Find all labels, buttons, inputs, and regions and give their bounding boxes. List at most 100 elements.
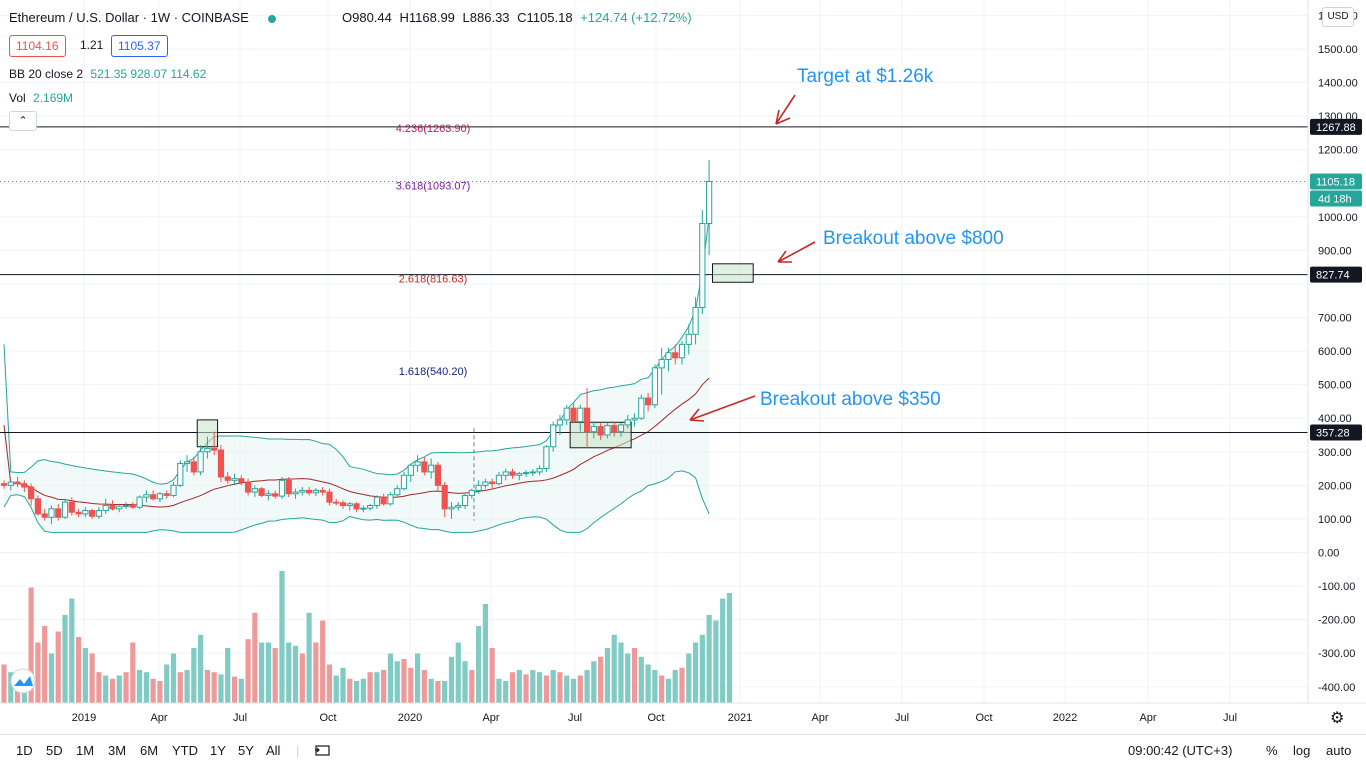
timeframe-1d[interactable]: 1D (16, 743, 33, 758)
consolidation-box (712, 263, 754, 283)
candle-body (326, 491, 333, 503)
candle-body (0, 483, 8, 486)
candle-body (529, 471, 536, 474)
volume-bar (96, 672, 102, 703)
volume-legend[interactable]: Vol 2.169M (9, 91, 73, 105)
candle-body (706, 180, 713, 225)
candle-body (577, 407, 584, 423)
candle-body (339, 502, 347, 507)
x-tick-label: Apr (811, 712, 828, 724)
candle-body (312, 489, 319, 494)
volume-bar (537, 672, 543, 703)
timeframe-1m[interactable]: 1M (76, 743, 95, 758)
ohlc-open: O980.44 (342, 10, 392, 25)
bollinger-basis (3, 377, 710, 508)
y-tick-label: 500.00 (1318, 380, 1352, 392)
y-tick-label: 700.00 (1318, 313, 1352, 325)
ohlc-readout: O980.44 H1168.99 L886.33 C1105.18 +124.7… (338, 10, 692, 25)
candle-body (678, 343, 686, 359)
timeframe-3m[interactable]: 3M (108, 743, 127, 758)
collapse-legend-button[interactable]: ⌃ (9, 111, 37, 131)
candle-body (278, 479, 286, 497)
volume-bar (82, 648, 88, 703)
candle-body (21, 483, 28, 488)
candle-body (163, 493, 170, 496)
candle-body (387, 494, 394, 505)
percent-scale-toggle[interactable]: % (1266, 743, 1278, 758)
candle-body (217, 449, 225, 478)
timeframe-all[interactable]: All (266, 743, 281, 758)
bottom-toolbar: 1D 5D 1M 3M 6M YTD 1Y 5Y All | 09:00:42 … (0, 734, 1366, 769)
y-tick-label: 600.00 (1318, 346, 1352, 358)
chevron-up-icon: ⌃ (18, 115, 28, 127)
y-tick-label: 1500.00 (1318, 44, 1358, 56)
bollinger-legend[interactable]: BB 20 close 2 521.35 928.07 114.62 (9, 67, 206, 81)
candle-body (319, 489, 326, 493)
symbol-label: Ethereum / U.S. Dollar · 1W · COINBASE (9, 10, 249, 25)
candle-body (434, 464, 442, 486)
clock[interactable]: 09:00:42 (UTC+3) (1128, 743, 1233, 758)
volume-bar (401, 659, 407, 703)
bollinger-fill (4, 216, 710, 533)
candle-body (597, 426, 604, 436)
volume-bar (421, 670, 427, 703)
volume-bar (523, 674, 529, 703)
buy-price-button[interactable]: 1105.37 (111, 35, 168, 57)
volume-bar (692, 642, 699, 703)
candle-body (638, 397, 645, 419)
candle-body (692, 306, 699, 335)
timeframe-6m[interactable]: 6M (140, 743, 159, 758)
volume-bar (353, 681, 360, 703)
volume-bar (652, 670, 658, 703)
y-tick-label: 300.00 (1318, 447, 1352, 459)
candle-body (48, 508, 55, 518)
settings-gear-icon: ⚙ (1330, 710, 1344, 727)
candle-body (421, 461, 428, 473)
candle-body (156, 493, 164, 500)
candle-body (665, 352, 672, 360)
bollinger-upper (3, 216, 710, 485)
symbol-title[interactable]: Ethereum / U.S. Dollar · 1W · COINBASE (9, 10, 284, 25)
volume-bar (225, 648, 231, 703)
volume-bar (638, 656, 644, 703)
volume-bar (665, 678, 672, 703)
countdown-label: 4d 18h (1318, 193, 1352, 205)
volume-bar (333, 675, 339, 703)
x-tick-label: Jul (233, 712, 247, 724)
volume-bar (191, 648, 197, 703)
x-tick-label: 2020 (398, 712, 422, 724)
volume-bar (543, 675, 549, 703)
timeframe-5d[interactable]: 5D (46, 743, 63, 758)
candle-body (482, 481, 489, 486)
volume-bar (157, 681, 163, 703)
candle-body (89, 510, 96, 517)
currency-badge[interactable]: USD (1322, 7, 1354, 27)
tradingview-logo-mark (14, 676, 33, 686)
volume-bar (564, 675, 570, 703)
candle-body (211, 447, 218, 451)
y-tick-label: -300.00 (1318, 648, 1355, 660)
volume-bar (170, 653, 177, 703)
timeframe-ytd[interactable]: YTD (172, 743, 198, 758)
volume-bar (496, 678, 502, 703)
timeframe-1y[interactable]: 1Y (210, 743, 226, 758)
volume-bar (659, 675, 665, 703)
candle-body (509, 471, 516, 476)
log-scale-toggle[interactable]: log (1293, 743, 1311, 758)
auto-scale-toggle[interactable]: auto (1326, 743, 1352, 758)
sell-price-button[interactable]: 1104.16 (9, 35, 66, 57)
volume-bar (150, 678, 156, 703)
candle-body (672, 352, 679, 359)
candle-body (651, 367, 658, 406)
volume-bar (286, 642, 292, 703)
volume-bar (618, 642, 624, 703)
spread-value: 1.21 (80, 38, 104, 52)
candle-body (407, 464, 414, 476)
compare-icon[interactable] (314, 743, 332, 762)
x-tick-label: 2021 (728, 712, 752, 724)
candle-body (292, 491, 299, 495)
volume-bar (679, 667, 685, 703)
timeframe-5y[interactable]: 5Y (238, 743, 254, 758)
x-tick-label: Oct (647, 712, 664, 724)
